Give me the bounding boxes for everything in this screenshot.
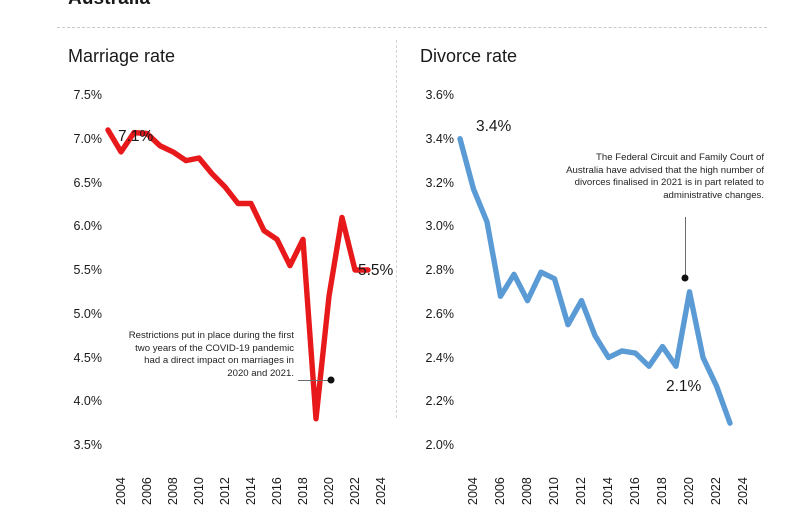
marriage-y-tick-label: 5.5% [73, 263, 103, 277]
divorce-rate-plot [457, 95, 733, 445]
divorce-x-tick-label: 2014 [601, 477, 615, 505]
divorce-x-tick-label: 2004 [466, 477, 480, 505]
divorce-x-tick-label: 2012 [574, 477, 588, 505]
divorce-rate-line [457, 136, 733, 426]
divorce-x-tick-label: 2006 [493, 477, 507, 505]
marriage-x-tick-label: 2004 [114, 477, 128, 505]
divorce-start-callout: 3.4% [476, 118, 512, 135]
divorce-annotation: The Federal Circuit and Family Court of … [566, 152, 764, 201]
divorce-y-tick-label: 2.2% [425, 394, 455, 409]
marriage-line-svg [105, 127, 371, 422]
divorce-x-tick-label: 2018 [655, 477, 669, 505]
marriage-rate-plot [105, 95, 371, 445]
marriage-x-tick-label: 2022 [348, 477, 362, 505]
divorce-x-tick-label: 2024 [736, 477, 750, 505]
marriage-x-tick-label: 2010 [192, 477, 206, 505]
marriage-y-tick-label: 7.0% [73, 131, 103, 146]
divorce-x-tick-label: 2008 [520, 477, 534, 505]
marriage-y-tick-label: 7.5% [73, 88, 103, 102]
panel-separator [396, 40, 397, 418]
divorce-x-tick-label: 2016 [628, 477, 642, 505]
marriage-y-tick-label: 5.0% [73, 306, 103, 321]
divorce-y-tick-label: 2.6% [425, 306, 455, 321]
divorce-x-tick-label: 2022 [709, 477, 723, 505]
marriage-x-tick-label: 2008 [166, 477, 180, 505]
divorce-x-tick-label: 2010 [547, 477, 561, 505]
page-title: Australia [68, 0, 150, 10]
divorce-y-tick-label: 2.4% [425, 350, 455, 365]
marriage-annotation-leader [298, 380, 330, 381]
marriage-end-callout: 5.5% [358, 262, 394, 279]
marriage-x-tick-label: 2020 [322, 477, 336, 505]
marriage-x-tick-label: 2014 [244, 477, 258, 505]
divorce-y-tick-label: 3.0% [425, 219, 455, 234]
panel-title-marriage: Marriage rate [68, 46, 176, 66]
marriage-x-tick-label: 2006 [140, 477, 154, 505]
panel-divorce-rate: Divorce rate 3.6% 3.4% 3.2% 3.0% 2.8% 2.6% 2.4… [398, 40, 788, 505]
divorce-y-tick-label: 3.2% [425, 175, 455, 190]
divorce-annotation-leader [685, 217, 686, 276]
panel-title-divorce: Divorce rate [420, 46, 518, 66]
divorce-peak-marker [681, 274, 689, 282]
marriage-x-tick-label: 2018 [296, 477, 310, 505]
marriage-x-tick-label: 2024 [374, 477, 388, 505]
marriage-lowpoint-marker [327, 376, 335, 384]
marriage-x-tick-label: 2016 [270, 477, 284, 505]
marriage-y-tick-label: 4.0% [73, 394, 103, 409]
marriage-y-tick-label: 6.0% [73, 219, 103, 234]
marriage-y-tick-label: 6.5% [73, 175, 103, 190]
divorce-end-callout: 2.1% [666, 378, 702, 395]
marriage-x-tick-label: 2012 [218, 477, 232, 505]
header-divider [57, 27, 767, 28]
divorce-y-tick-label: 3.4% [425, 131, 455, 146]
divorce-y-tick-label: 3.6% [425, 88, 455, 102]
divorce-y-tick-label: 2.0% [425, 438, 455, 452]
divorce-x-tick-label: 2020 [682, 477, 696, 505]
marriage-rate-line [105, 127, 371, 422]
chart-page: Australia Marriage rate 7.5% 7.0% 6.5% 6.0%… [40, 0, 788, 505]
divorce-y-tick-label: 2.8% [425, 263, 455, 277]
divorce-line-svg [457, 136, 733, 426]
marriage-start-callout: 7.1% [118, 128, 154, 145]
marriage-annotation: Restrictions put in place during the fir… [128, 330, 294, 379]
panel-marriage-rate: Marriage rate 7.5% 7.0% 6.5% 6.0% 5.5% 5.0% 4.… [40, 40, 396, 505]
marriage-y-tick-label: 3.5% [73, 438, 103, 452]
marriage-y-tick-label: 4.5% [73, 350, 103, 365]
